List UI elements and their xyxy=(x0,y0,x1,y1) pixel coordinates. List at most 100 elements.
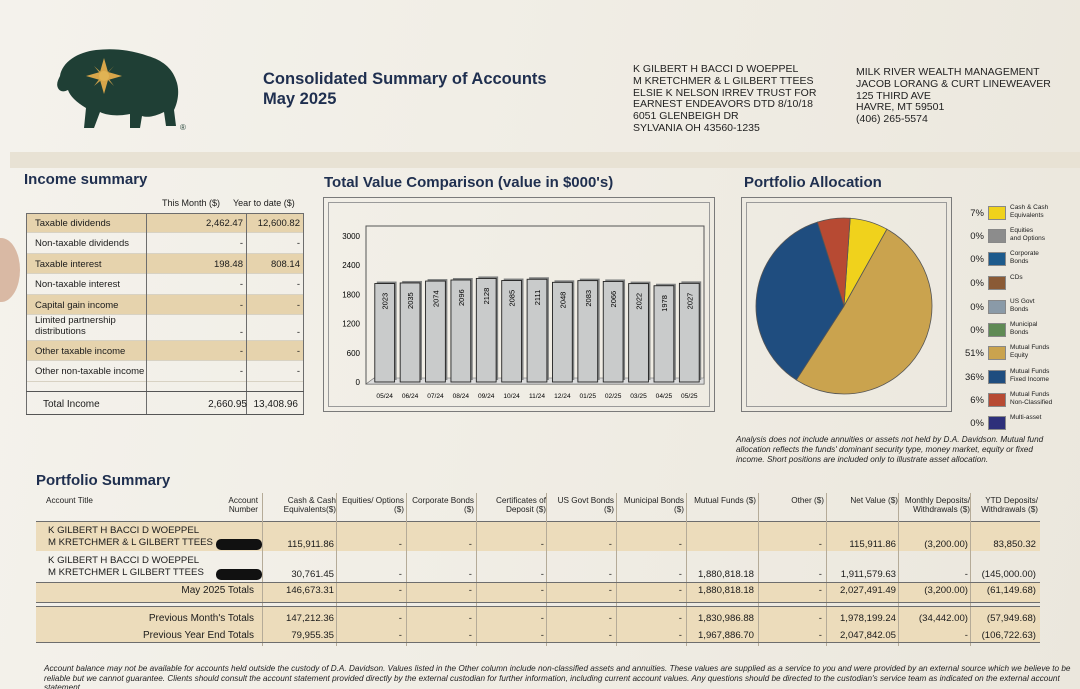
pie-frame xyxy=(741,197,952,412)
cell-value: (57,949.68) xyxy=(986,613,1036,624)
cell-value: - xyxy=(398,569,402,580)
legend-pct: 0% xyxy=(970,254,984,265)
income-row: Limited partnership distributions - - xyxy=(26,315,304,341)
income-row: Other non-taxable income - - xyxy=(26,361,304,382)
total-income-row: Total Income 2,660.95 13,408.96 xyxy=(26,391,304,415)
income-row-label: Other non-taxable income xyxy=(35,366,145,378)
x-tick-label: 07/24 xyxy=(427,393,444,400)
column-header: YTD Deposits/ Withdrawals ($) xyxy=(981,496,1038,515)
cell-value: 1,880,818.18 xyxy=(697,569,754,580)
pie-slice xyxy=(755,221,845,381)
bar xyxy=(678,282,700,383)
cell-value: - xyxy=(678,630,682,641)
cell-value: - xyxy=(468,630,472,641)
divider-band xyxy=(10,152,1080,168)
income-this-month: - xyxy=(239,299,243,311)
legend-label: Mutual Funds Fixed Income xyxy=(1010,368,1049,383)
bar-value-label: 2083 xyxy=(584,290,593,307)
cell-value: - xyxy=(818,585,822,596)
legend-label: Mutual Funds Equity xyxy=(1010,344,1049,359)
cell-value: - xyxy=(540,585,544,596)
portfolio-allocation-pie xyxy=(755,217,933,395)
legend-label-line: Equivalents xyxy=(1010,211,1044,219)
column-header: Monthly Deposits/ Withdrawals ($) xyxy=(904,496,970,515)
legend-label: Multi-asset xyxy=(1010,414,1041,422)
bar-value-label: 2074 xyxy=(431,290,440,307)
bar-value-label: 2066 xyxy=(609,291,618,308)
x-tick-label: 03/25 xyxy=(630,393,647,400)
cell-value: 2,027,491.49 xyxy=(839,585,896,596)
income-this-month: 198.48 xyxy=(213,258,243,270)
legend-label-line: Cash & Cash xyxy=(1010,204,1049,211)
cell-value: - xyxy=(818,539,822,550)
y-tick-label: 600 xyxy=(347,349,361,358)
column-divider xyxy=(546,493,547,646)
legend-pct: 7% xyxy=(970,208,984,219)
legend-label-line: Fixed Income xyxy=(1010,375,1050,383)
redacted-account-number xyxy=(216,539,262,550)
cell-value: - xyxy=(398,630,402,641)
income-header: This Month ($) Year to date ($) xyxy=(26,193,304,213)
legend-pct: 6% xyxy=(970,395,984,406)
cell-value: 2,047,842.05 xyxy=(839,630,896,641)
cell-value: - xyxy=(678,613,682,624)
cell-value: - xyxy=(608,569,612,580)
table-rule xyxy=(36,642,1040,643)
cell-value: - xyxy=(540,630,544,641)
bar-value-label: 2128 xyxy=(482,288,491,305)
cell-value: - xyxy=(398,585,402,596)
legend-swatch xyxy=(988,252,1006,266)
income-row: Non-taxable dividends - - xyxy=(26,233,304,254)
bar-value-label: 2085 xyxy=(508,290,517,307)
total-value-inner-frame xyxy=(328,202,710,407)
legend-label: Corporate Bonds xyxy=(1010,250,1039,265)
legend-pct: 0% xyxy=(970,325,984,336)
cell-value: - xyxy=(964,630,968,641)
x-tick-label: 08/24 xyxy=(453,393,470,400)
cell-value: 115,911.86 xyxy=(287,539,334,550)
income-this-month: - xyxy=(239,238,243,250)
legend-label-line: Bonds xyxy=(1010,257,1029,265)
income-row-label: Taxable interest xyxy=(35,258,102,270)
table-rule xyxy=(36,606,1040,607)
cell-value: 83,850.32 xyxy=(993,539,1036,550)
legend-swatch xyxy=(988,393,1006,407)
income-ytd: - xyxy=(296,326,300,338)
income-row-label: Limited partnership distributions xyxy=(35,314,116,337)
column-header: Net Value ($) xyxy=(850,496,898,505)
column-header: US Govt Bonds ($) xyxy=(557,496,614,515)
legend-label: Equities and Options xyxy=(1010,227,1045,242)
table-rule xyxy=(36,521,1040,522)
cell-value: 147,212.36 xyxy=(285,613,334,624)
cell-value: - xyxy=(678,585,682,596)
column-divider xyxy=(898,493,899,646)
legend-pct: 0% xyxy=(970,418,984,429)
bar xyxy=(602,281,624,383)
column-header: Equities/ Options ($) xyxy=(342,496,404,515)
col-ytd: Year to date ($) xyxy=(233,198,295,208)
total-value-frame xyxy=(323,197,715,412)
firm-address: MILK RIVER WEALTH MANAGEMENT JACOB LORAN… xyxy=(856,66,1051,126)
bar xyxy=(577,280,599,383)
cell-value: (3,200.00) xyxy=(924,585,968,596)
portfolio-summary-title: Portfolio Summary xyxy=(36,472,171,489)
income-row: Non-taxable interest - - xyxy=(26,274,304,295)
legend-label-line: Non-Classified xyxy=(1010,398,1053,406)
bar xyxy=(374,283,396,383)
cell-value: - xyxy=(398,539,402,550)
income-row: Taxable dividends 2,462.47 12,600.82 xyxy=(26,213,304,234)
x-tick-label: 06/24 xyxy=(402,393,419,400)
column-divider xyxy=(262,493,263,646)
pie-slice xyxy=(816,217,851,307)
cell-value: - xyxy=(468,613,472,624)
y-tick-label: 1200 xyxy=(342,320,360,329)
bar-value-label: 2022 xyxy=(635,293,644,310)
totals-label: Previous Year End Totals xyxy=(142,630,254,641)
legend-pct: 36% xyxy=(964,372,984,383)
cell-value: (3,200.00) xyxy=(924,539,968,550)
account-title-line: M KRETCHMER & L GILBERT TTEES xyxy=(48,537,213,548)
cell-value: 1,880,818.18 xyxy=(697,585,754,596)
income-this-month: - xyxy=(239,366,243,378)
pie-slice xyxy=(795,228,933,395)
